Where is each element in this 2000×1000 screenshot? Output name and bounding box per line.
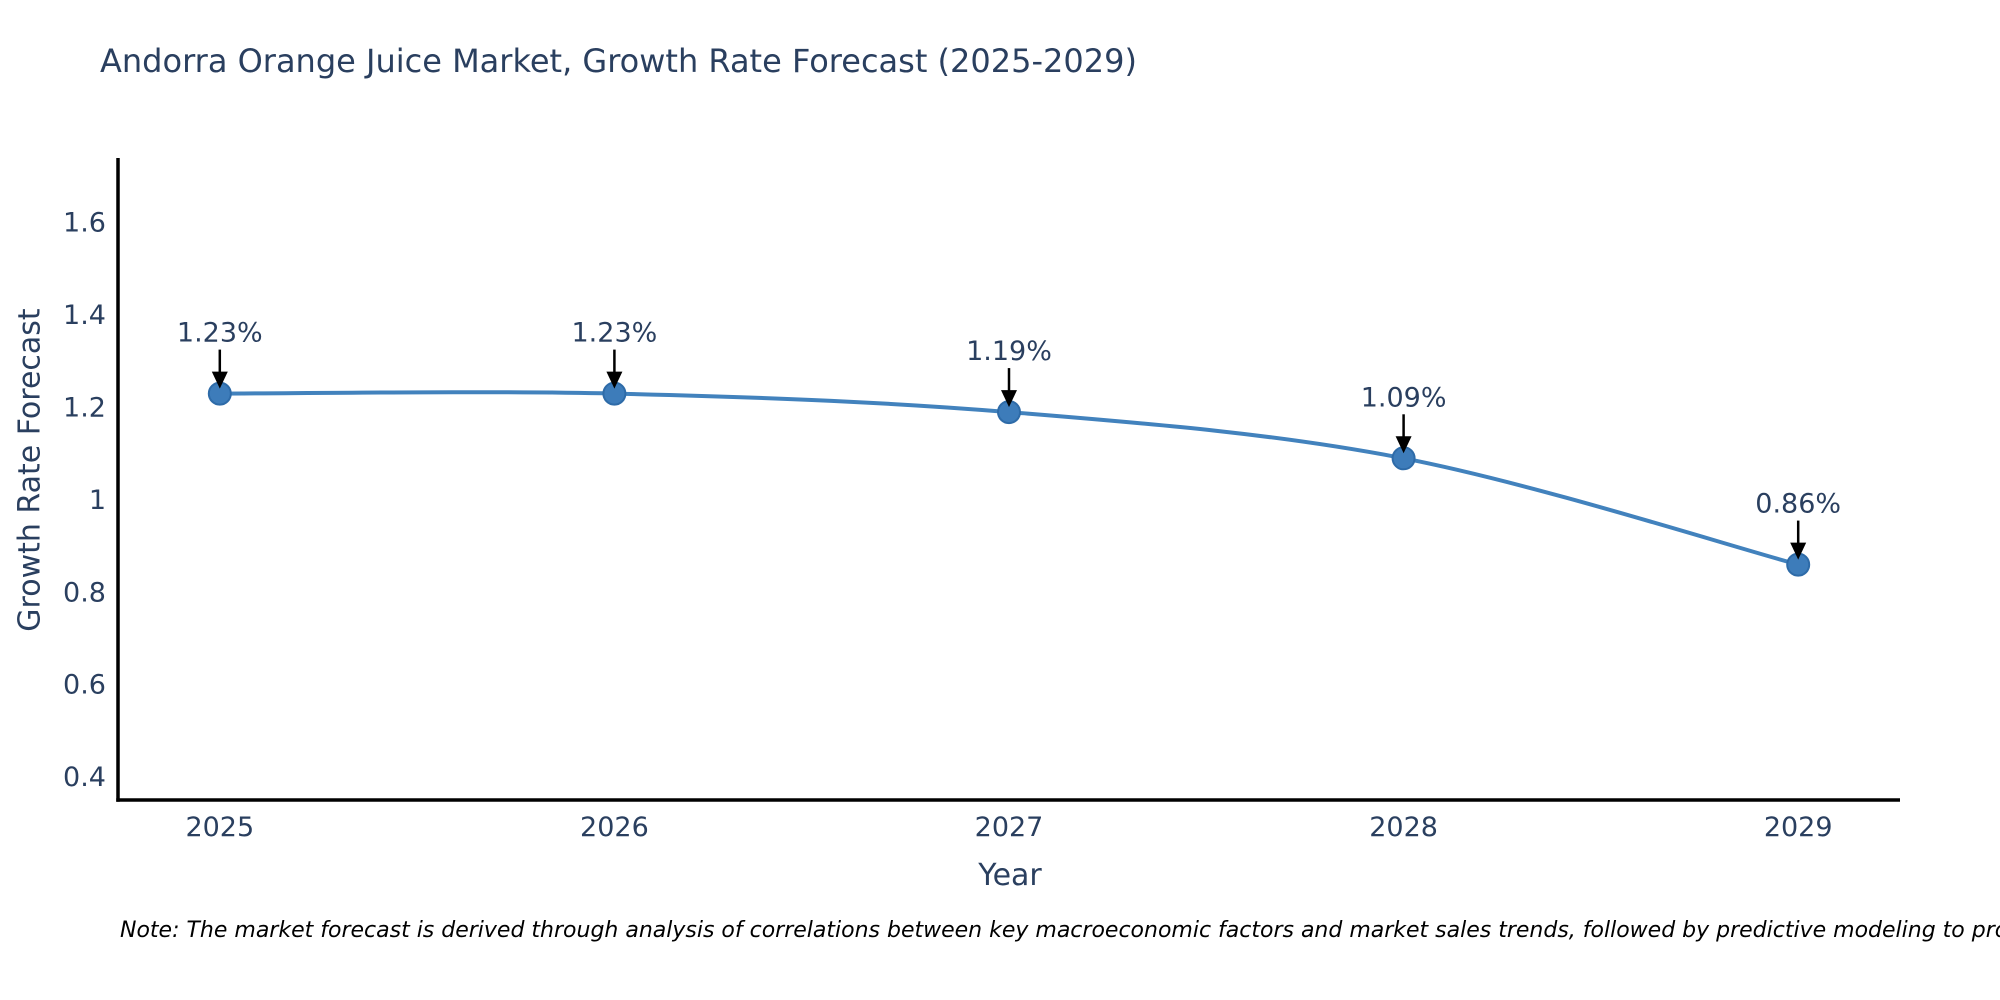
annotation-arrowhead-icon [1395,436,1412,454]
y-tick-label: 1.6 [63,208,106,239]
annotation-arrowhead-icon [211,371,228,389]
point-value-label: 1.23% [572,318,658,349]
chart-title: Andorra Orange Juice Market, Growth Rate… [100,42,1137,80]
x-tick-label: 2029 [1764,812,1833,843]
y-tick-label: 1.4 [63,300,106,331]
point-value-label: 1.19% [966,336,1052,367]
point-value-label: 1.23% [177,318,263,349]
point-value-label: 0.86% [1755,489,1841,520]
x-tick-label: 2027 [975,812,1044,843]
y-tick-label: 0.8 [63,577,106,608]
footnote: Note: The market forecast is derived thr… [120,918,2000,943]
point-value-label: 1.09% [1361,382,1447,413]
y-tick-label: 1.2 [63,392,106,423]
y-tick-label: 0.4 [63,762,106,793]
y-tick-label: 1 [89,485,106,516]
annotation-arrowhead-icon [606,371,623,389]
annotation-arrowhead-icon [1790,542,1807,560]
x-tick-label: 2028 [1369,812,1438,843]
x-axis-title: Year [978,858,1042,893]
x-tick-label: 2026 [580,812,649,843]
y-tick-label: 0.6 [63,670,106,701]
x-tick-label: 2025 [185,812,254,843]
annotation-arrowhead-icon [1001,390,1017,408]
